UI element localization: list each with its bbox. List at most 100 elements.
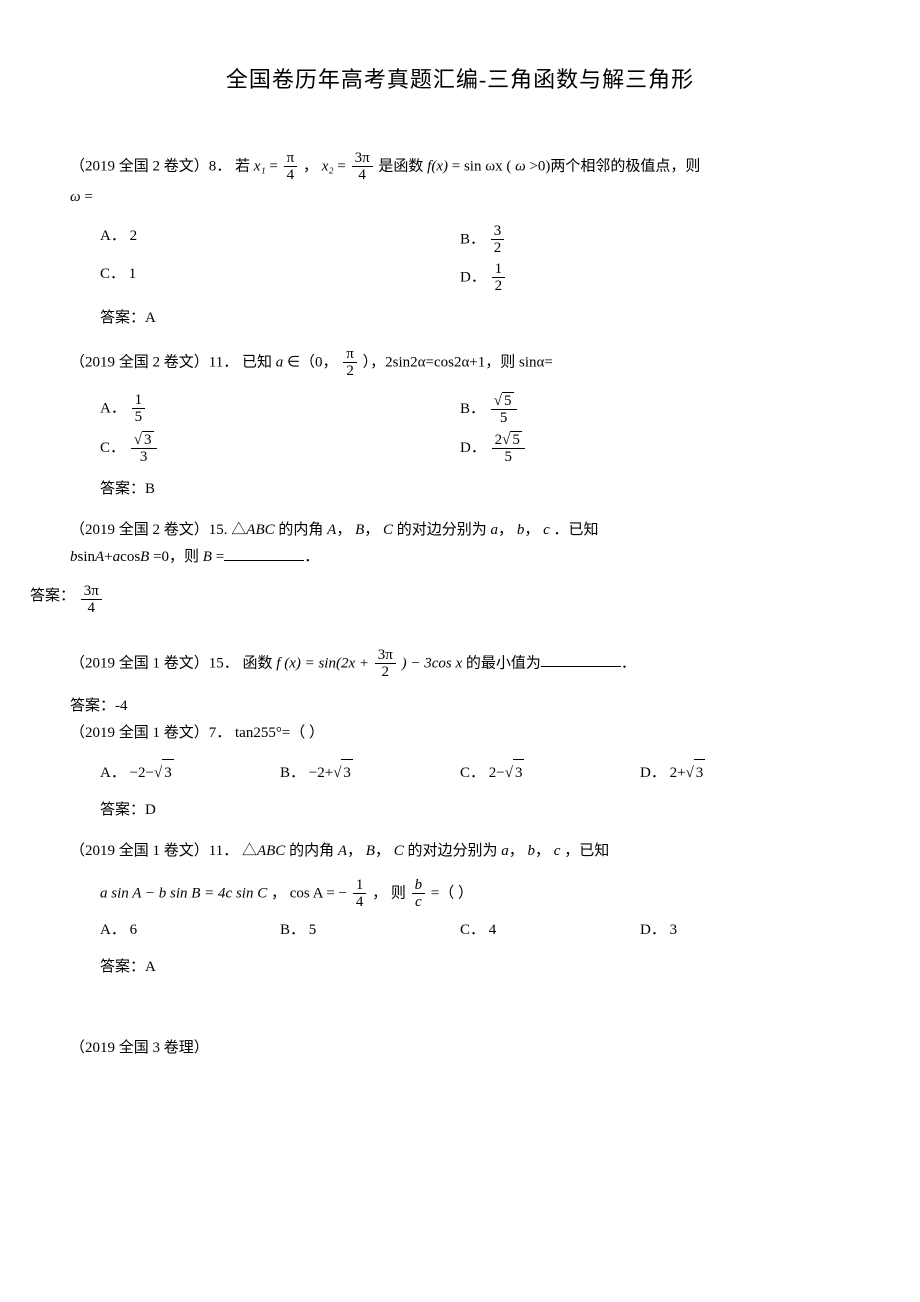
q1-ref: （2019 全国 2 卷文）8．	[70, 158, 231, 174]
q1-eq4: =	[84, 189, 92, 205]
q2-optC-label: C．	[100, 440, 125, 456]
q3-l2h: =0，则	[153, 549, 203, 565]
q6-c4: ，	[535, 843, 550, 859]
q4-stem-c: 的最小值为	[466, 655, 541, 671]
q4-stem-b: ) − 3cos x	[402, 655, 463, 671]
q2-optA: A． 1 5	[100, 392, 460, 427]
q3-tri: △	[231, 522, 246, 538]
q2-optC-sqrt: 3	[142, 431, 154, 449]
q1-frac1-den: 4	[284, 167, 298, 184]
q1-eq2: =	[337, 158, 345, 174]
q6-eq2: =（ ）	[431, 885, 473, 901]
q3-answer: 答案： 3π 4	[30, 583, 850, 617]
q3-l2a: b	[70, 549, 78, 565]
q6-optB-label: B．	[280, 922, 305, 938]
q3-c3: ，	[498, 522, 513, 538]
q6-optA: A． 6	[100, 917, 280, 944]
q6-B: B	[366, 843, 375, 859]
q2-optD-frac: 2√5 5	[492, 431, 525, 466]
q2-stem-c: ），2sin2α=cos2α+1，则 sinα=	[363, 354, 553, 370]
q5-optD: D． 2+√3	[640, 759, 820, 787]
q6-frac2-num: b	[412, 877, 426, 895]
question-4: （2019 全国 1 卷文）15． 函数 f (x) = sin(2x + 3π…	[70, 647, 850, 681]
q2-options: A． 1 5 B． √5 5 C． √3 3 D． 2√5 5	[100, 392, 850, 470]
q1-optC-val: 1	[129, 266, 137, 282]
q6-c2: ，	[375, 843, 390, 859]
q6-optD-label: D．	[640, 922, 666, 938]
q3-ans-label: 答案：	[30, 588, 75, 604]
q6-ref: （2019 全国 1 卷文）11．	[70, 843, 238, 859]
q1-optD: D． 1 2	[460, 261, 820, 295]
q1-frac2-den: 4	[352, 167, 373, 184]
q6-b: b	[528, 843, 536, 859]
q3-stem-d: ．已知	[554, 522, 599, 538]
q6-line2: a sin A − b sin B = 4c sin C ， cos A = −…	[100, 877, 850, 911]
q6-c1: ，	[347, 843, 362, 859]
q1-optB: B． 3 2	[460, 223, 820, 257]
q2-optB-num: √5	[491, 392, 517, 411]
q5-optC-sqrt: √3	[505, 765, 525, 781]
q4-answer: 答案：-4	[70, 693, 850, 720]
q5-optC-s3: 3	[513, 759, 525, 787]
q5-optC: C． 2−√3	[460, 759, 640, 787]
q3-l2d: +	[104, 549, 112, 565]
q3-l2i: B	[203, 549, 212, 565]
q6-answer: 答案：A	[100, 954, 850, 981]
q3-c4: ，	[524, 522, 539, 538]
q2-optA-frac: 1 5	[132, 392, 146, 426]
q5-optB-sqrt: √3	[333, 765, 353, 781]
q6-frac1: 1 4	[353, 877, 367, 911]
q3-ans-num: 3π	[81, 583, 102, 601]
q5-optD-sqrt: √3	[686, 765, 706, 781]
q2-optD-coef: 2	[495, 432, 503, 448]
q6-optD-v: 3	[670, 922, 678, 938]
q1-comma1: ，	[303, 158, 318, 174]
q6-optC: C． 4	[460, 917, 640, 944]
question-7: （2019 全国 3 卷理）	[70, 1035, 850, 1062]
q5-optA-label: A．	[100, 765, 126, 781]
q3-c: c	[543, 522, 550, 538]
question-2: （2019 全国 2 卷文）11． 已知 a ∈（0， π 2 ），2sin2α…	[70, 346, 850, 380]
q2-stem-a: 已知	[242, 354, 276, 370]
question-3: （2019 全国 2 卷文）15. △ABC 的内角 A， B， C 的对边分别…	[70, 517, 850, 571]
q3-C: C	[383, 522, 393, 538]
q1-x2: x₂	[322, 158, 334, 174]
q6-optC-v: 4	[489, 922, 497, 938]
q6-A: A	[338, 843, 347, 859]
q2-optA-den: 5	[132, 409, 146, 426]
q3-a: a	[491, 522, 499, 538]
q1-frac1-num: π	[284, 150, 298, 168]
q6-optB-v: 5	[309, 922, 317, 938]
q3-ref: （2019 全国 2 卷文）15.	[70, 522, 228, 538]
q6-eq: a sin A − b sin B = 4c sin C	[100, 885, 267, 901]
q5-optC-label: C．	[460, 765, 485, 781]
q6-optA-v: 6	[130, 922, 138, 938]
q6-c3: ，	[509, 843, 524, 859]
question-1: （2019 全国 2 卷文）8． 若 x₁ = π 4 ， x₂ = 3π 4 …	[70, 150, 850, 211]
q6-frac2-den: c	[412, 894, 426, 911]
q1-frac2-num: 3π	[352, 150, 373, 168]
q3-c1: ，	[336, 522, 351, 538]
q6-frac2: b c	[412, 877, 426, 911]
q4-fx: f (x) = sin(2x +	[276, 655, 369, 671]
q1-omega: ω	[515, 158, 526, 174]
q6-cos: cos A = −	[290, 885, 347, 901]
q3-l2j: =	[216, 549, 224, 565]
q6-c: c	[554, 843, 561, 859]
q2-optB-frac: √5 5	[491, 392, 517, 427]
q4-stem-a: 函数	[243, 655, 277, 671]
q3-stem-b: 的内角	[278, 522, 327, 538]
q1-frac2: 3π 4	[352, 150, 373, 184]
q6-ABC: ABC	[257, 843, 285, 859]
q1-optA: A． 2	[100, 223, 460, 257]
q2-frac: π 2	[343, 346, 357, 380]
q1-optC-label: C．	[100, 266, 125, 282]
q6-sep: ，	[271, 885, 290, 901]
q1-fx: f(x)	[427, 158, 448, 174]
q1-optD-num: 1	[492, 261, 506, 279]
q6-options: A． 6 B． 5 C． 4 D． 3	[100, 917, 850, 948]
q4-frac: 3π 2	[375, 647, 396, 681]
q5-ref: （2019 全国 1 卷文）7．	[70, 725, 231, 741]
q2-optD: D． 2√5 5	[460, 431, 820, 466]
q3-ABC: ABC	[246, 522, 274, 538]
